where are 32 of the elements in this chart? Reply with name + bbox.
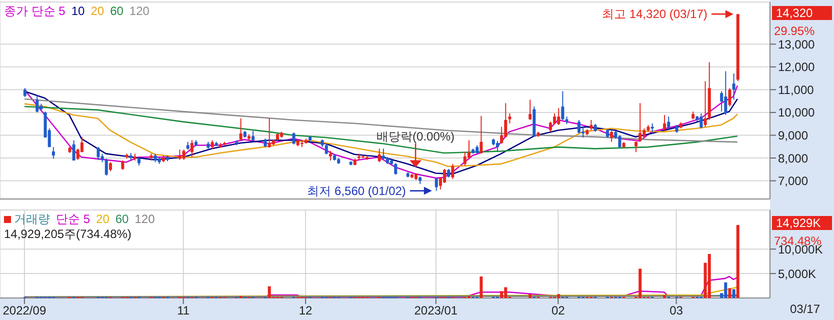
text: 종가 단순 5	[4, 4, 66, 18]
y-tick-label: 9,000	[778, 128, 808, 142]
annotation: 14,929,205주(734.48%)	[4, 226, 132, 243]
text: 60	[115, 212, 129, 226]
text: 20	[96, 212, 110, 226]
y-tick-label: 7,000	[778, 174, 808, 188]
text: 14,320	[772, 6, 832, 20]
text: 20	[90, 4, 104, 18]
text: 14,929K	[772, 216, 832, 230]
text: 120	[129, 4, 150, 18]
text: 단순 5	[56, 212, 90, 226]
x-tick-label: 11	[177, 304, 190, 318]
legend-label: 거래량	[14, 212, 50, 226]
text: 29.95%	[774, 24, 815, 38]
x-tick-label: 2022/09	[2, 304, 46, 318]
y-tick-label: 12,000	[778, 60, 816, 74]
x-tick-label: 03	[670, 304, 684, 318]
y-tick-label: 13,000	[778, 37, 816, 52]
y-tick-label: 10,000	[778, 106, 816, 120]
text: 60	[110, 4, 124, 18]
x-tick-label: 02	[551, 304, 566, 318]
y-tick-label: 11,000	[778, 82, 814, 97]
y-tick-label: 5,000K	[778, 266, 816, 281]
annotation: 배당락(0.00%)	[376, 129, 455, 144]
text: 10	[71, 4, 85, 18]
text: 120	[134, 212, 155, 226]
text: 03/17	[790, 302, 820, 316]
annotation: 최저 6,560 (01/02)	[307, 184, 406, 198]
annotation: 최고 14,320 (03/17)	[602, 7, 708, 22]
x-tick-label: 12	[298, 304, 313, 318]
x-tick-label: 2023/01	[414, 304, 458, 318]
y-tick-label: 8,000	[778, 151, 808, 166]
